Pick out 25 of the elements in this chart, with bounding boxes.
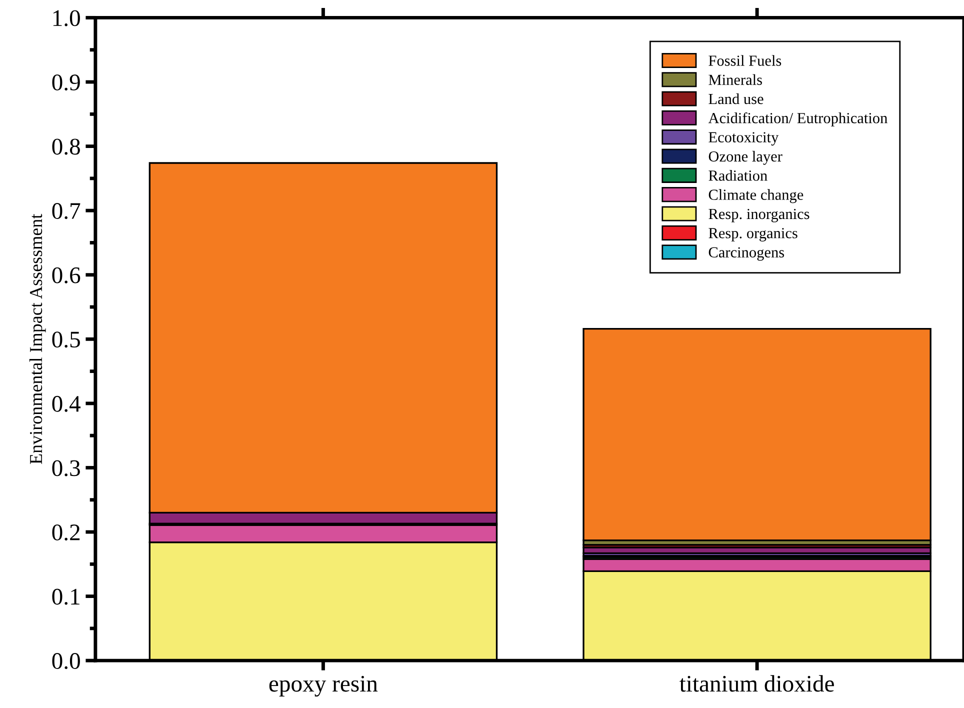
y-tick-label: 0.2 bbox=[52, 524, 80, 541]
legend-label: Carcinogens bbox=[708, 247, 784, 261]
legend-label: Radiation bbox=[708, 170, 768, 181]
y-tick-label: 0.0 bbox=[52, 653, 80, 670]
y-tick-label: 0.3 bbox=[52, 460, 80, 476]
y-tick-label: 0.6 bbox=[52, 267, 80, 284]
legend-label: Ecotoxicity bbox=[708, 132, 779, 146]
y-tick-label: 0.7 bbox=[52, 203, 80, 220]
legend-label: Resp. organics bbox=[708, 228, 798, 242]
legend-label: Climate change bbox=[708, 189, 804, 204]
y-tick-label: 0.8 bbox=[52, 138, 80, 155]
y-axis-title: Environmental Impact Assessment bbox=[29, 214, 46, 464]
y-tick-label: 1.0 bbox=[53, 10, 80, 26]
legend-label: Ozone layer bbox=[708, 150, 782, 165]
legend-label: Resp. inorganics bbox=[708, 208, 810, 222]
x-tick-label: titanium dioxide bbox=[680, 675, 834, 692]
y-tick-label: 0.1 bbox=[52, 588, 80, 605]
y-tick-label: 0.5 bbox=[52, 332, 80, 348]
legend-label: Fossil Fuels bbox=[708, 55, 782, 66]
legend-label: Minerals bbox=[708, 74, 762, 85]
legend-label: Acidification/ Eutrophication bbox=[708, 112, 888, 126]
x-tick-label: epoxy resin bbox=[269, 676, 378, 697]
y-tick-label: 0.9 bbox=[52, 74, 80, 91]
y-tick-label: 0.4 bbox=[52, 396, 80, 412]
legend-label: Land use bbox=[708, 93, 764, 104]
